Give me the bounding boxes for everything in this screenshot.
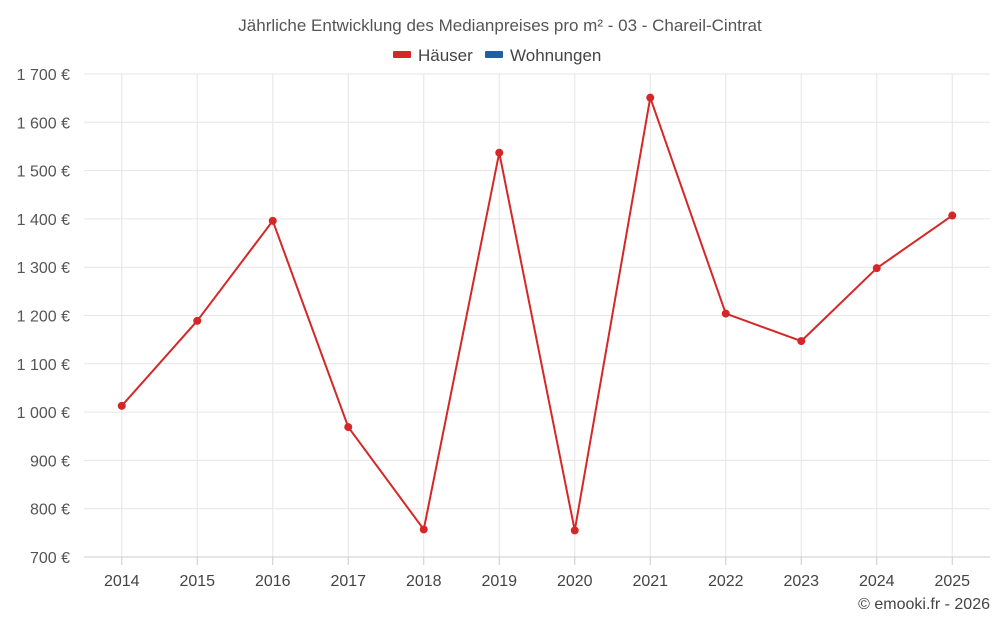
legend-label-haeuser: Häuser	[418, 46, 473, 65]
grid	[84, 73, 990, 557]
y-tick-label: 900 €	[30, 453, 70, 470]
x-tick-label: 2020	[557, 573, 593, 590]
x-tick-label: 2018	[406, 573, 442, 590]
x-tick-label: 2024	[859, 573, 895, 590]
x-tick-label: 2021	[632, 573, 668, 590]
y-tick-label: 700 €	[30, 550, 70, 567]
y-tick-label: 1 100 €	[17, 357, 70, 374]
chart-title: Jährliche Entwicklung des Medianpreises …	[238, 16, 762, 35]
data-point-2017[interactable]	[344, 423, 353, 432]
series-haeuser	[117, 93, 957, 535]
legend-swatch-haeuser	[393, 51, 411, 58]
series-line-0	[121, 96, 953, 532]
x-tick-label: 2025	[934, 573, 970, 590]
x-tick-label: 2016	[255, 573, 291, 590]
y-tick-label: 1 500 €	[17, 164, 70, 181]
data-point-2025[interactable]	[948, 211, 957, 220]
data-point-2020[interactable]	[570, 526, 579, 535]
y-tick-label: 1 600 €	[17, 115, 70, 132]
legend-swatch-wohnungen	[485, 51, 503, 58]
data-point-2021[interactable]	[646, 93, 655, 102]
x-tick-label: 2017	[330, 573, 366, 590]
data-point-2019[interactable]	[495, 148, 504, 157]
y-tick-label: 1 400 €	[17, 212, 70, 229]
x-tick-label: 2022	[708, 573, 744, 590]
credit-text: © emooki.fr - 2026	[858, 596, 990, 613]
x-tick-label: 2019	[481, 573, 517, 590]
y-tick-label: 1 000 €	[17, 405, 70, 422]
data-point-2015[interactable]	[193, 316, 202, 325]
y-tick-label: 1 200 €	[17, 309, 70, 326]
legend-label-wohnungen: Wohnungen	[510, 46, 601, 65]
axes: 700 € 800 € 900 € 1 000 € 1 100 € 1 200 € 1 30…	[17, 67, 990, 590]
data-point-2018[interactable]	[419, 525, 428, 534]
y-tick-label: 1 300 €	[17, 260, 70, 277]
data-point-2016[interactable]	[268, 216, 277, 225]
data-point-2022[interactable]	[721, 309, 730, 318]
legend-item-wohnungen[interactable]: Wohnungen	[485, 46, 601, 65]
x-tick-label: 2023	[783, 573, 819, 590]
legend-item-haeuser[interactable]: Häuser	[393, 46, 473, 65]
y-tick-label: 800 €	[30, 502, 70, 519]
data-point-2014[interactable]	[117, 401, 126, 410]
x-tick-label: 2014	[104, 573, 140, 590]
x-tick-label: 2015	[179, 573, 215, 590]
data-point-2024[interactable]	[872, 264, 881, 273]
y-tick-label: 1 700 €	[17, 67, 70, 84]
data-point-2023[interactable]	[797, 337, 806, 346]
legend: Häuser Wohnungen	[393, 46, 601, 65]
